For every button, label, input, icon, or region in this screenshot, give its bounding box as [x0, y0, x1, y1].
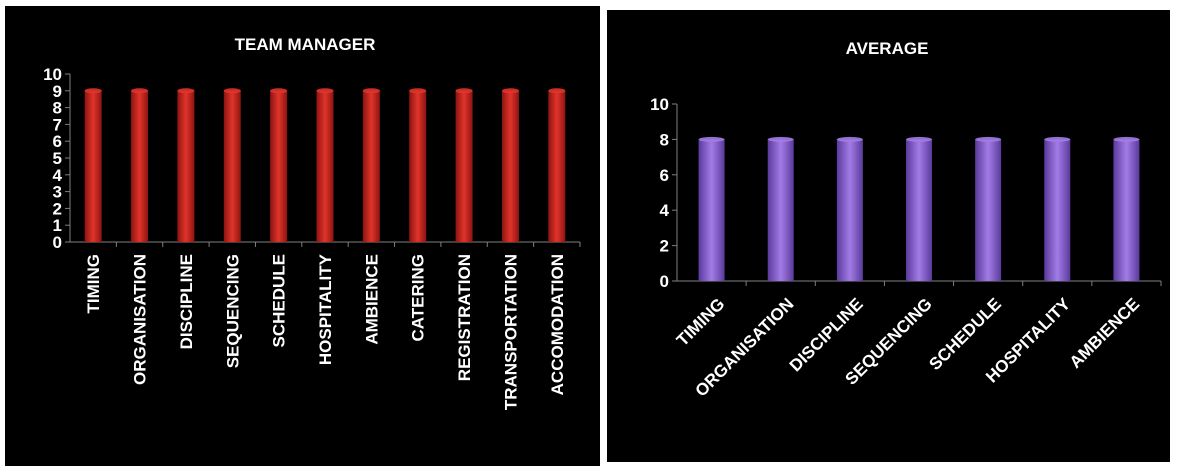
bar-cap-timing: [84, 88, 102, 94]
bar-cap-registration: [455, 88, 473, 94]
bar-cap-schedule: [270, 88, 288, 94]
bar-cap-catering: [409, 88, 427, 94]
bar-schedule: [975, 139, 1002, 281]
bar-sequencing: [223, 90, 241, 242]
bar-sequencing: [906, 139, 932, 281]
bar-catering: [409, 90, 427, 242]
team-manager-chart-panel: TEAM MANAGER 0 1 2 3 4 5 6 7 8 9 10 TIMING ORGANISAT…: [5, 6, 600, 466]
x-category-label: AMBIENCE: [362, 254, 381, 345]
y-tick-label: 0: [53, 233, 62, 252]
bar-cap-transportation: [501, 88, 519, 94]
bar-cap-schedule: [975, 136, 1002, 142]
bar-accomodation: [548, 90, 566, 242]
x-category-label: CATERING: [409, 254, 428, 342]
average-chart: AVERAGE 0246810TIMINGORGANISATIONDISCIPL…: [650, 39, 1162, 400]
bar-cap-sequencing: [906, 136, 932, 142]
y-tick-label: 7: [53, 115, 62, 134]
x-category-label: TIMING: [673, 294, 729, 350]
bar-organisation: [131, 90, 149, 242]
y-tick-label: 4: [53, 166, 63, 185]
bar-cap-ambience: [1113, 136, 1140, 142]
chart-title: TEAM MANAGER: [235, 35, 376, 54]
y-tick-label: 5: [53, 149, 62, 168]
y-tick-label: 4: [660, 201, 670, 220]
y-tick-label: 8: [660, 130, 669, 149]
bar-cap-discipline: [836, 136, 863, 142]
x-category-label: ACCOMODATION: [548, 254, 567, 395]
bar-cap-ambience: [362, 88, 380, 94]
y-tick-label: 0: [660, 272, 669, 291]
y-tick-label: 2: [660, 237, 669, 256]
bar-cap-organisation: [131, 88, 149, 94]
bar-organisation: [767, 139, 794, 281]
bar-cap-discipline: [177, 88, 195, 94]
y-tick-label: 6: [660, 166, 669, 185]
y-tick-label: 10: [650, 95, 669, 114]
x-category-label: TRANSPORTATION: [501, 254, 520, 410]
bar-cap-accomodation: [548, 88, 566, 94]
y-tick-label: 8: [53, 99, 62, 118]
y-tick-label: 9: [53, 82, 62, 101]
bar-schedule: [270, 90, 288, 242]
average-chart-panel: AVERAGE 0 2 4 6 8 10 TIMING ORGANISATION DISCIPL…: [607, 10, 1170, 462]
y-tick-label: 3: [53, 183, 62, 202]
bar-ambience: [362, 90, 380, 242]
bar-cap-organisation: [767, 136, 794, 142]
x-category-label: AMBIENCE: [1066, 294, 1144, 372]
y-tick-label: 10: [43, 65, 62, 84]
bar-hospitality: [1044, 139, 1071, 281]
bar-timing: [84, 90, 102, 242]
chart-title: AVERAGE: [846, 39, 929, 58]
x-category-label: DISCIPLINE: [177, 254, 196, 349]
x-category-label: SCHEDULE: [270, 254, 289, 348]
bar-transportation: [501, 90, 519, 242]
bar-discipline: [177, 90, 195, 242]
x-category-label: SEQUENCING: [223, 254, 242, 368]
x-category-label: ORGANISATION: [131, 254, 150, 385]
x-category-label: REGISTRATION: [455, 254, 474, 381]
y-tick-label: 2: [53, 199, 62, 218]
bar-discipline: [836, 139, 863, 281]
bar-cap-hospitality: [1044, 136, 1071, 142]
bar-cap-sequencing: [223, 88, 241, 94]
y-tick-label: 6: [53, 132, 62, 151]
bar-timing: [698, 139, 725, 281]
bar-ambience: [1113, 139, 1140, 281]
bar-cap-hospitality: [316, 88, 334, 94]
y-tick-label: 1: [53, 216, 62, 235]
x-category-label: HOSPITALITY: [316, 253, 335, 365]
bar-registration: [455, 90, 473, 242]
bar-cap-timing: [698, 136, 725, 142]
x-category-label: TIMING: [84, 254, 103, 314]
bar-hospitality: [316, 90, 334, 242]
